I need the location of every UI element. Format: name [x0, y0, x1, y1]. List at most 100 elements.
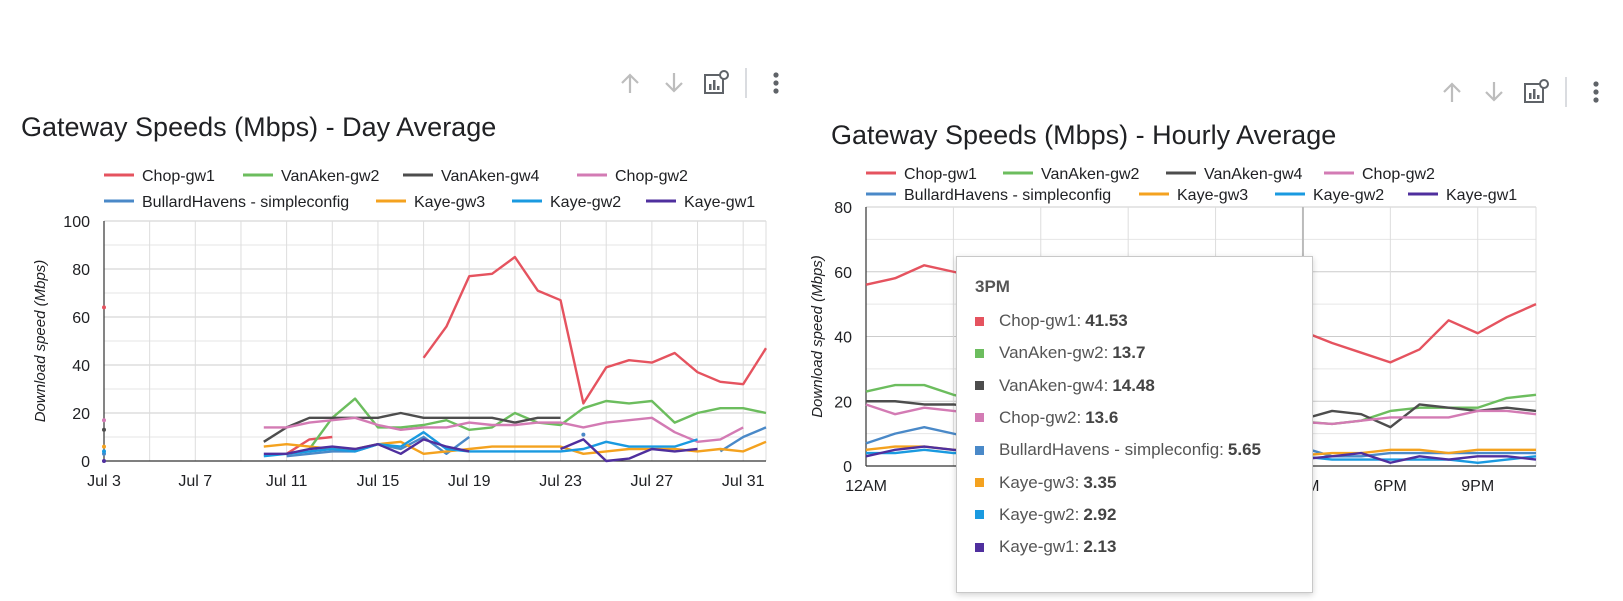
- arrow-down-icon[interactable]: [657, 66, 691, 100]
- arrow-up-icon[interactable]: [613, 66, 647, 100]
- series-segment: [719, 426, 767, 453]
- legend-label: BullardHavens - simpleconfig: [904, 187, 1111, 204]
- y-tick-label: 20: [72, 406, 90, 423]
- tooltip-value: 2.13: [1083, 537, 1117, 557]
- hourly-average-chart-card: Gateway Speeds (Mbps) - Hourly Average C…: [809, 0, 1623, 601]
- legend-item: BullardHavens - simpleconfig: [104, 194, 349, 211]
- series-line: [102, 416, 744, 443]
- legend-label: VanAken-gw4: [1204, 166, 1303, 183]
- legend-label: Chop-gw1: [142, 168, 215, 185]
- day-average-chart-card: Gateway Speeds (Mbps) - Day Average Chop…: [21, 66, 793, 490]
- tooltip-row: Chop-gw2: 13.6: [975, 408, 1118, 428]
- x-tick-label: Jul 15: [357, 473, 400, 490]
- tooltip-value: 5.65: [1227, 440, 1261, 460]
- x-tick-label: 9PM: [1461, 478, 1494, 495]
- tooltip-value: 14.48: [1112, 375, 1155, 395]
- tooltip-row: Chop-gw1: 41.53: [975, 311, 1128, 331]
- x-tick-label: Jul 7: [178, 473, 212, 490]
- tooltip-swatch: [975, 478, 984, 487]
- legend-label: Chop-gw2: [615, 168, 688, 185]
- y-tick-label: 40: [72, 358, 90, 375]
- chart-title: Gateway Speeds (Mbps) - Hourly Average: [831, 120, 1337, 150]
- tooltip-value: 2.92: [1083, 504, 1117, 524]
- y-tick-label: 0: [81, 454, 90, 471]
- tooltip-title: 3PM: [975, 277, 1010, 296]
- legend-label: Kaye-gw2: [550, 194, 621, 211]
- x-tick-label: Jul 23: [539, 473, 582, 490]
- x-tick-label: Jul 3: [87, 473, 121, 490]
- arrow-up-icon[interactable]: [1435, 75, 1469, 109]
- toolbar-divider: [1565, 77, 1567, 107]
- tooltip-label: VanAken-gw2:: [999, 343, 1109, 363]
- y-tick-label: 20: [834, 394, 852, 411]
- series-point: [102, 305, 106, 310]
- x-tick-label: 12AM: [845, 478, 887, 495]
- y-tick-label: 40: [834, 330, 852, 347]
- tooltip-row: VanAken-gw4: 14.48: [975, 376, 1155, 396]
- tooltip-row: VanAken-gw2: 13.7: [975, 343, 1145, 363]
- legend-item: VanAken-gw4: [1166, 166, 1303, 183]
- legend-item: Chop-gw1: [104, 168, 215, 185]
- tooltip-label: VanAken-gw4:: [999, 375, 1109, 395]
- tooltip-swatch: [975, 510, 984, 520]
- x-tick-label: Jul 19: [448, 473, 491, 490]
- tooltip-swatch: [975, 316, 984, 326]
- legend-label: Kaye-gw3: [414, 194, 485, 211]
- tooltip-swatch: [975, 413, 984, 423]
- chart-settings-icon[interactable]: [699, 66, 733, 100]
- series-point: [102, 427, 106, 432]
- legend-item: Kaye-gw3: [376, 194, 485, 211]
- legend-label: VanAken-gw4: [441, 168, 540, 185]
- y-tick-label: 0: [843, 459, 852, 476]
- series-point: [102, 459, 106, 463]
- tooltip-value: 41.53: [1085, 311, 1128, 330]
- hover-tooltip: 3PM Chop-gw1: 41.53 VanAken-gw2: 13.7 VanAke…: [956, 256, 1313, 593]
- tooltip-swatch: [975, 348, 984, 358]
- legend-label: Chop-gw2: [1362, 166, 1435, 183]
- x-tick-label: Jul 31: [722, 473, 765, 490]
- y-tick-label: 60: [834, 265, 852, 282]
- series-segment: [263, 411, 561, 443]
- series-segment: [422, 255, 768, 405]
- tooltip-label: Kaye-gw2:: [999, 504, 1080, 524]
- legend-item: Chop-gw2: [1324, 166, 1435, 183]
- legend-item: Chop-gw1: [866, 166, 977, 183]
- series-point: [102, 418, 106, 423]
- tooltip-row: Kaye-gw1: 2.13: [975, 537, 1116, 557]
- legend-label: VanAken-gw2: [281, 168, 380, 185]
- tooltip-label: Chop-gw1:: [999, 311, 1082, 330]
- legend-item: VanAken-gw4: [403, 168, 540, 185]
- legend-label: BullardHavens - simpleconfig: [142, 194, 349, 211]
- legend-label: VanAken-gw2: [1041, 166, 1140, 183]
- more-vert-icon[interactable]: [1579, 75, 1613, 109]
- chart-title: Gateway Speeds (Mbps) - Day Average: [21, 112, 497, 142]
- series-segment: [560, 438, 698, 463]
- tooltip-label: Kaye-gw3:: [999, 472, 1080, 492]
- y-tick-label: 60: [72, 310, 90, 327]
- chart-toolbar: [613, 66, 793, 100]
- series-point: [581, 432, 586, 437]
- series-point: [102, 444, 106, 449]
- tooltip-value: 13.7: [1112, 343, 1146, 363]
- tooltip-label: Kaye-gw1:: [999, 537, 1080, 557]
- legend-label: Chop-gw1: [904, 166, 977, 183]
- tooltip-row: Kaye-gw3: 3.35: [975, 473, 1116, 493]
- series-point: [102, 449, 106, 454]
- tooltip-label: Chop-gw2:: [999, 407, 1082, 427]
- legend-item: Kaye-gw1: [646, 194, 755, 211]
- series-segment: [263, 431, 698, 458]
- series-line: [102, 411, 561, 443]
- tooltip-label: BullardHavens - simpleconfig:: [999, 440, 1224, 460]
- legend-item: BullardHavens - simpleconfig: [866, 187, 1111, 204]
- legend-item: Kaye-gw1: [1408, 187, 1517, 204]
- legend-label: Kaye-gw2: [1313, 187, 1384, 204]
- legend-item: Kaye-gw2: [512, 194, 621, 211]
- y-tick-label: 80: [72, 262, 90, 279]
- more-vert-icon[interactable]: [759, 66, 793, 100]
- legend-label: Kaye-gw1: [684, 194, 755, 211]
- chart-settings-icon[interactable]: [1519, 75, 1553, 109]
- arrow-down-icon[interactable]: [1477, 75, 1511, 109]
- y-tick-label: 80: [834, 200, 852, 217]
- series-segment: [285, 435, 333, 455]
- y-axis-label: Download speed (Mbps): [32, 260, 49, 423]
